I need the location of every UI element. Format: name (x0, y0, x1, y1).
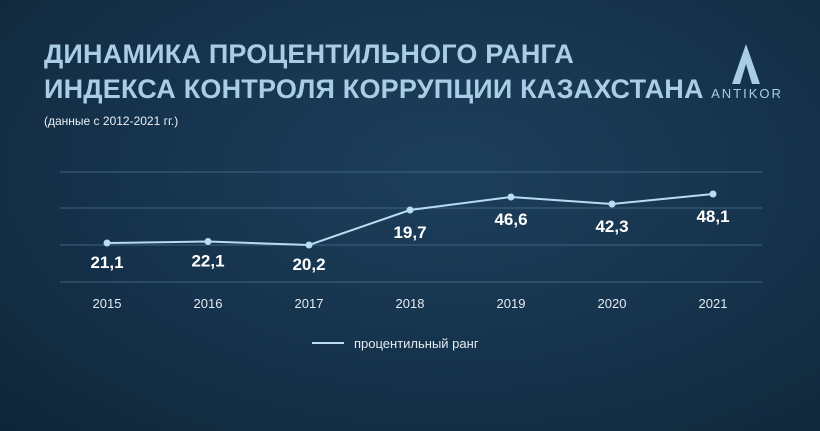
data-point (406, 206, 414, 214)
x-tick-label: 2021 (699, 296, 728, 311)
x-tick-label: 2016 (194, 296, 223, 311)
chart-legend: процентильный ранг (312, 335, 479, 351)
value-label: 21,1 (90, 253, 123, 272)
data-point (709, 190, 717, 198)
data-point (103, 239, 111, 247)
chart-value-labels: 21,1 22,1 20,2 19,7 46,6 42,3 48,1 (90, 207, 729, 274)
value-label: 46,6 (494, 210, 527, 229)
value-label: 48,1 (696, 207, 729, 226)
x-tick-label: 2020 (598, 296, 627, 311)
logo-text: ANTIKOR (711, 86, 783, 101)
data-point (305, 241, 313, 249)
legend-line-swatch (312, 342, 344, 344)
antikor-logo-icon (732, 44, 760, 84)
value-label: 19,7 (393, 223, 426, 242)
x-tick-label: 2017 (295, 296, 324, 311)
chart-title-line-1: ДИНАМИКА ПРОЦЕНТИЛЬНОГО РАНГА (44, 39, 575, 69)
chart-subtitle: (данные с 2012-2021 гг.) (44, 114, 179, 128)
x-tick-label: 2019 (497, 296, 526, 311)
data-point (204, 238, 212, 245)
chart-title: ДИНАМИКА ПРОЦЕНТИЛЬНОГО РАНГА ИНДЕКСА КО… (44, 37, 704, 107)
legend-label: процентильный ранг (354, 335, 479, 351)
data-point (507, 193, 515, 201)
chart-x-ticks: 2015 2016 2017 2018 2019 2020 2021 (93, 296, 728, 311)
value-label: 42,3 (595, 217, 628, 236)
value-label: 20,2 (292, 255, 325, 274)
x-tick-label: 2015 (93, 296, 122, 311)
value-label: 22,1 (191, 252, 224, 271)
x-tick-label: 2018 (396, 296, 425, 311)
data-point (608, 200, 616, 208)
chart-points (103, 190, 717, 249)
chart-title-line-2: ИНДЕКСА КОНТРОЛЯ КОРРУПЦИИ КАЗАХСТАНА (44, 74, 704, 104)
